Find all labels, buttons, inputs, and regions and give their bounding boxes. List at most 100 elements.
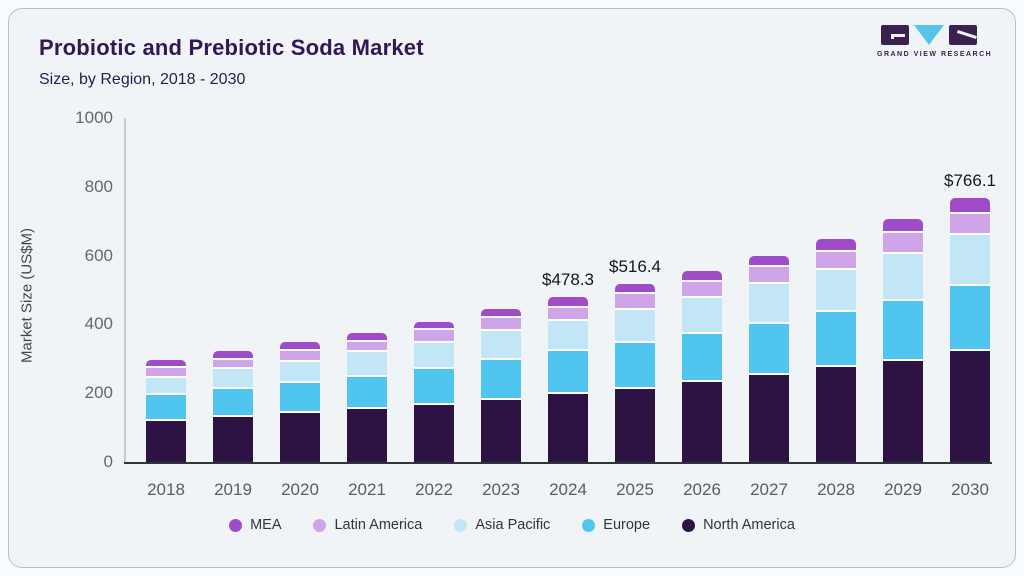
y-tick-200: 200 — [84, 383, 113, 403]
segment-asia-pacific-2027[interactable] — [749, 281, 789, 322]
segment-north-america-2020[interactable] — [280, 411, 320, 462]
segment-latin-america-2030[interactable] — [950, 212, 990, 234]
legend-dot-icon — [582, 518, 596, 532]
segment-europe-2028[interactable] — [816, 310, 856, 366]
data-label-2024: $478.3 — [542, 270, 594, 290]
segment-mea-2019[interactable] — [213, 351, 253, 358]
stacked-bar-2030[interactable] — [950, 198, 990, 462]
stacked-bar-2029[interactable] — [883, 219, 923, 462]
segment-europe-2026[interactable] — [682, 332, 722, 381]
x-tick-2019: 2019 — [214, 480, 252, 499]
segment-latin-america-2029[interactable] — [883, 231, 923, 252]
segment-asia-pacific-2021[interactable] — [347, 350, 387, 375]
x-tick-2022: 2022 — [415, 480, 453, 499]
segment-asia-pacific-2026[interactable] — [682, 296, 722, 333]
segment-mea-2021[interactable] — [347, 333, 387, 340]
segment-mea-2026[interactable] — [682, 271, 722, 280]
segment-latin-america-2020[interactable] — [280, 349, 320, 360]
segment-latin-america-2023[interactable] — [481, 316, 521, 329]
segment-mea-2030[interactable] — [950, 198, 990, 213]
segment-europe-2027[interactable] — [749, 321, 789, 374]
x-tick-2028: 2028 — [817, 480, 855, 499]
segment-north-america-2025[interactable] — [615, 386, 655, 462]
segment-europe-2022[interactable] — [414, 367, 454, 403]
segment-asia-pacific-2030[interactable] — [950, 233, 990, 284]
stacked-bar-2024[interactable] — [548, 297, 588, 463]
logo-letter-v-triangle-icon — [914, 25, 944, 45]
legend-item-asia-pacific[interactable]: Asia Pacific — [454, 517, 550, 533]
segment-north-america-2022[interactable] — [414, 402, 454, 462]
segment-north-america-2029[interactable] — [883, 358, 923, 462]
stacked-bar-2021[interactable] — [347, 333, 387, 462]
legend-item-north-america[interactable]: North America — [682, 517, 795, 533]
grand-view-research-logo: GRAND VIEW RESEARCH — [877, 25, 991, 58]
segment-north-america-2030[interactable] — [950, 349, 990, 462]
segment-asia-pacific-2029[interactable] — [883, 251, 923, 299]
stacked-bar-2027[interactable] — [749, 256, 789, 462]
segment-asia-pacific-2019[interactable] — [213, 367, 253, 387]
segment-north-america-2026[interactable] — [682, 380, 722, 463]
segment-north-america-2027[interactable] — [749, 373, 789, 462]
segment-mea-2028[interactable] — [816, 239, 856, 250]
segment-mea-2018[interactable] — [146, 360, 186, 367]
segment-latin-america-2019[interactable] — [213, 357, 253, 368]
x-axis-line — [124, 462, 992, 464]
legend-item-mea[interactable]: MEA — [229, 517, 281, 533]
data-label-2025: $516.4 — [609, 257, 661, 277]
legend-item-europe[interactable]: Europe — [582, 517, 650, 533]
segment-latin-america-2028[interactable] — [816, 249, 856, 268]
legend-item-latin-america[interactable]: Latin America — [313, 517, 422, 533]
segment-north-america-2018[interactable] — [146, 418, 186, 462]
segment-north-america-2021[interactable] — [347, 406, 387, 462]
y-tick-800: 800 — [84, 176, 113, 196]
segment-north-america-2028[interactable] — [816, 365, 856, 463]
segment-europe-2025[interactable] — [615, 340, 655, 387]
segment-latin-america-2021[interactable] — [347, 339, 387, 351]
segment-latin-america-2022[interactable] — [414, 328, 454, 341]
segment-europe-2021[interactable] — [347, 374, 387, 407]
x-tick-2025: 2025 — [616, 480, 654, 499]
stacked-bar-2023[interactable] — [481, 309, 521, 463]
stacked-bar-2025[interactable] — [615, 284, 655, 462]
stacked-bar-2019[interactable] — [213, 351, 253, 463]
segment-mea-2023[interactable] — [481, 309, 521, 317]
segment-asia-pacific-2018[interactable] — [146, 375, 186, 394]
segment-latin-america-2025[interactable] — [615, 292, 655, 308]
stacked-bar-2028[interactable] — [816, 239, 856, 463]
segment-mea-2020[interactable] — [280, 342, 320, 350]
segment-latin-america-2026[interactable] — [682, 279, 722, 297]
chart-legend: MEA Latin America Asia Pacific Europe North … — [9, 517, 1015, 533]
segment-europe-2020[interactable] — [280, 380, 320, 412]
stacked-bar-2026[interactable] — [682, 271, 722, 463]
segment-mea-2022[interactable] — [414, 322, 454, 329]
legend-label: Latin America — [334, 517, 423, 533]
segment-north-america-2024[interactable] — [548, 392, 588, 463]
segment-asia-pacific-2020[interactable] — [280, 359, 320, 381]
legend-label: Europe — [603, 517, 651, 533]
segment-europe-2019[interactable] — [213, 386, 253, 416]
segment-latin-america-2018[interactable] — [146, 366, 186, 376]
segment-latin-america-2024[interactable] — [548, 305, 588, 319]
stacked-bar-2020[interactable] — [280, 342, 320, 462]
segment-mea-2027[interactable] — [749, 256, 789, 265]
segment-latin-america-2027[interactable] — [749, 264, 789, 282]
segment-north-america-2019[interactable] — [213, 415, 253, 463]
stacked-bar-2018[interactable] — [146, 360, 186, 462]
segment-europe-2029[interactable] — [883, 298, 923, 359]
segment-asia-pacific-2022[interactable] — [414, 340, 454, 368]
segment-north-america-2023[interactable] — [481, 397, 521, 463]
segment-mea-2025[interactable] — [615, 284, 655, 293]
y-tick-0: 0 — [103, 452, 113, 471]
segment-mea-2029[interactable] — [883, 219, 923, 232]
stacked-bar-2022[interactable] — [414, 322, 454, 462]
segment-europe-2030[interactable] — [950, 283, 990, 350]
segment-europe-2023[interactable] — [481, 358, 521, 398]
segment-mea-2024[interactable] — [548, 297, 588, 306]
segment-europe-2018[interactable] — [146, 393, 186, 419]
segment-asia-pacific-2028[interactable] — [816, 267, 856, 311]
segment-asia-pacific-2023[interactable] — [481, 328, 521, 359]
segment-europe-2024[interactable] — [548, 349, 588, 393]
segment-asia-pacific-2024[interactable] — [548, 318, 588, 350]
segment-asia-pacific-2025[interactable] — [615, 307, 655, 341]
page-title: Probiotic and Prebiotic Soda Market — [39, 35, 424, 60]
